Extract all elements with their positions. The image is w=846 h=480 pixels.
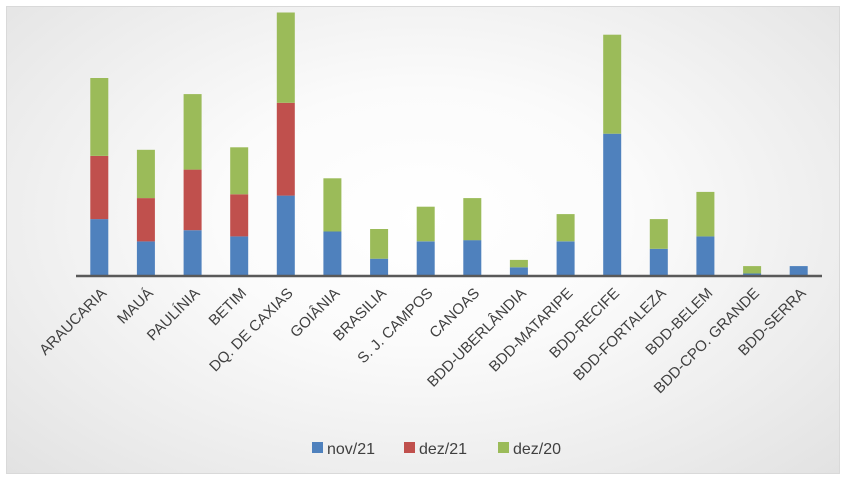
bar-bdd-recife-nov-21: [603, 133, 622, 276]
bar-paulinia-dez-21: [183, 169, 202, 231]
x-tick-label: DQ. DE CAXIAS: [206, 285, 296, 375]
x-tick-label: BDD-MATARIPE: [486, 285, 577, 376]
bar-dq-de-caxias-nov-21: [276, 195, 295, 276]
bar-brasilia-dez-20: [370, 229, 389, 259]
bar-s-j-campos-dez-20: [416, 206, 435, 242]
bar-araucaria-dez-20: [90, 78, 109, 156]
bar-maua-dez-21: [136, 198, 155, 242]
legend-label-nov-21: nov/21: [327, 441, 375, 458]
bar-dq-de-caxias-dez-20: [276, 12, 295, 103]
legend-swatch-dez-21: [404, 442, 415, 453]
legend-label-dez-20: dez/20: [513, 441, 561, 458]
bar-betim-dez-21: [230, 194, 249, 237]
bar-araucaria-nov-21: [90, 219, 109, 276]
bar-paulinia-nov-21: [183, 230, 202, 276]
bar-bdd-belem-nov-21: [696, 236, 715, 276]
bar-bdd-mataripe-dez-20: [556, 214, 575, 242]
bar-bdd-uberlandia-dez-20: [509, 259, 528, 268]
x-tick-label: MAUÁ: [114, 285, 157, 328]
bar-betim-nov-21: [230, 236, 249, 276]
bar-bdd-serra-nov-21: [789, 266, 808, 276]
bar-paulinia-dez-20: [183, 94, 202, 170]
bar-brasilia-nov-21: [370, 258, 389, 276]
bar-bdd-cpo-grande-dez-20: [743, 266, 762, 274]
bar-s-j-campos-nov-21: [416, 241, 435, 276]
legend-swatch-nov-21: [312, 442, 323, 453]
bar-maua-dez-20: [136, 149, 155, 199]
bar-bdd-mataripe-nov-21: [556, 241, 575, 276]
x-tick-label: ARAUCARIA: [36, 285, 110, 359]
x-tick-label: BETIM: [206, 285, 250, 329]
bar-dq-de-caxias-dez-21: [276, 102, 295, 196]
bar-maua-nov-21: [136, 241, 155, 276]
legend-swatch-dez-20: [498, 442, 509, 453]
bar-araucaria-dez-21: [90, 156, 109, 220]
bar-canoas-dez-20: [463, 198, 482, 241]
legend-label-dez-21: dez/21: [419, 441, 467, 458]
bar-canoas-nov-21: [463, 240, 482, 276]
bar-bdd-fortaleza-dez-20: [649, 219, 668, 249]
bars-layer: [90, 12, 808, 276]
bar-betim-dez-20: [230, 147, 249, 195]
bar-goiania-nov-21: [323, 231, 342, 276]
bar-bdd-fortaleza-nov-21: [649, 248, 668, 276]
bar-bdd-recife-dez-20: [603, 34, 622, 134]
bar-bdd-belem-dez-20: [696, 191, 715, 237]
bar-bdd-uberlandia-nov-21: [509, 267, 528, 276]
bar-goiania-dez-20: [323, 178, 342, 232]
legend: nov/21 dez/21 dez/20: [312, 441, 561, 458]
